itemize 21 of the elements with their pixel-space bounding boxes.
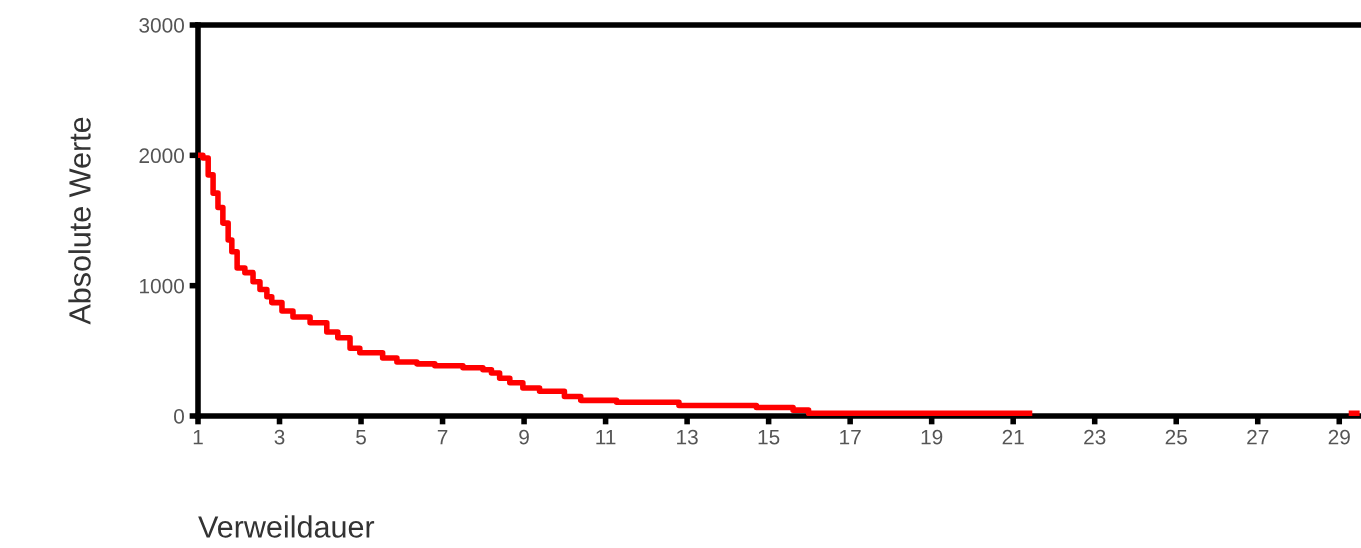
x-tick-label: 15 xyxy=(758,429,780,445)
x-tick-label: 1 xyxy=(193,429,203,445)
x-tick-label: 7 xyxy=(437,429,448,445)
x-tick-label: 27 xyxy=(1247,429,1269,445)
y-tick-label: 0 xyxy=(174,409,184,424)
y-tick-label: 2000 xyxy=(139,148,184,164)
x-tick-label: 11 xyxy=(596,429,616,445)
x-tick-label: 19 xyxy=(921,429,943,445)
x-tick-label: 21 xyxy=(1002,429,1024,445)
x-tick-label: 3 xyxy=(274,429,285,445)
x-tick-label: 23 xyxy=(1084,429,1106,445)
y-tick-label: 3000 xyxy=(139,18,184,33)
x-tick-label: 13 xyxy=(677,429,698,445)
y-axis-title: Absolute Werte xyxy=(68,117,91,325)
x-tick-label: 25 xyxy=(1165,429,1187,445)
x-tick-label: 17 xyxy=(840,429,861,445)
x-tick-label: 9 xyxy=(519,429,529,445)
x-tick-label: 5 xyxy=(356,429,366,445)
y-tick-label: 1000 xyxy=(140,278,184,294)
x-axis-title: Verweildauer xyxy=(198,515,375,538)
x-tick-label: 29 xyxy=(1328,429,1350,445)
